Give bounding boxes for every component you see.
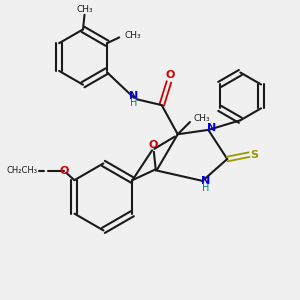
Text: CH₃: CH₃ [76,5,93,14]
Text: O: O [59,166,69,176]
Text: N: N [201,176,211,186]
Text: N: N [207,123,216,133]
Text: H: H [202,183,210,193]
Text: CH₃: CH₃ [194,114,210,123]
Text: N: N [129,91,139,100]
Text: S: S [250,150,258,160]
Text: CH₃: CH₃ [124,32,141,40]
Text: CH₂CH₃: CH₂CH₃ [7,166,38,175]
Text: O: O [148,140,158,150]
Text: H: H [130,98,137,108]
Text: O: O [166,70,175,80]
